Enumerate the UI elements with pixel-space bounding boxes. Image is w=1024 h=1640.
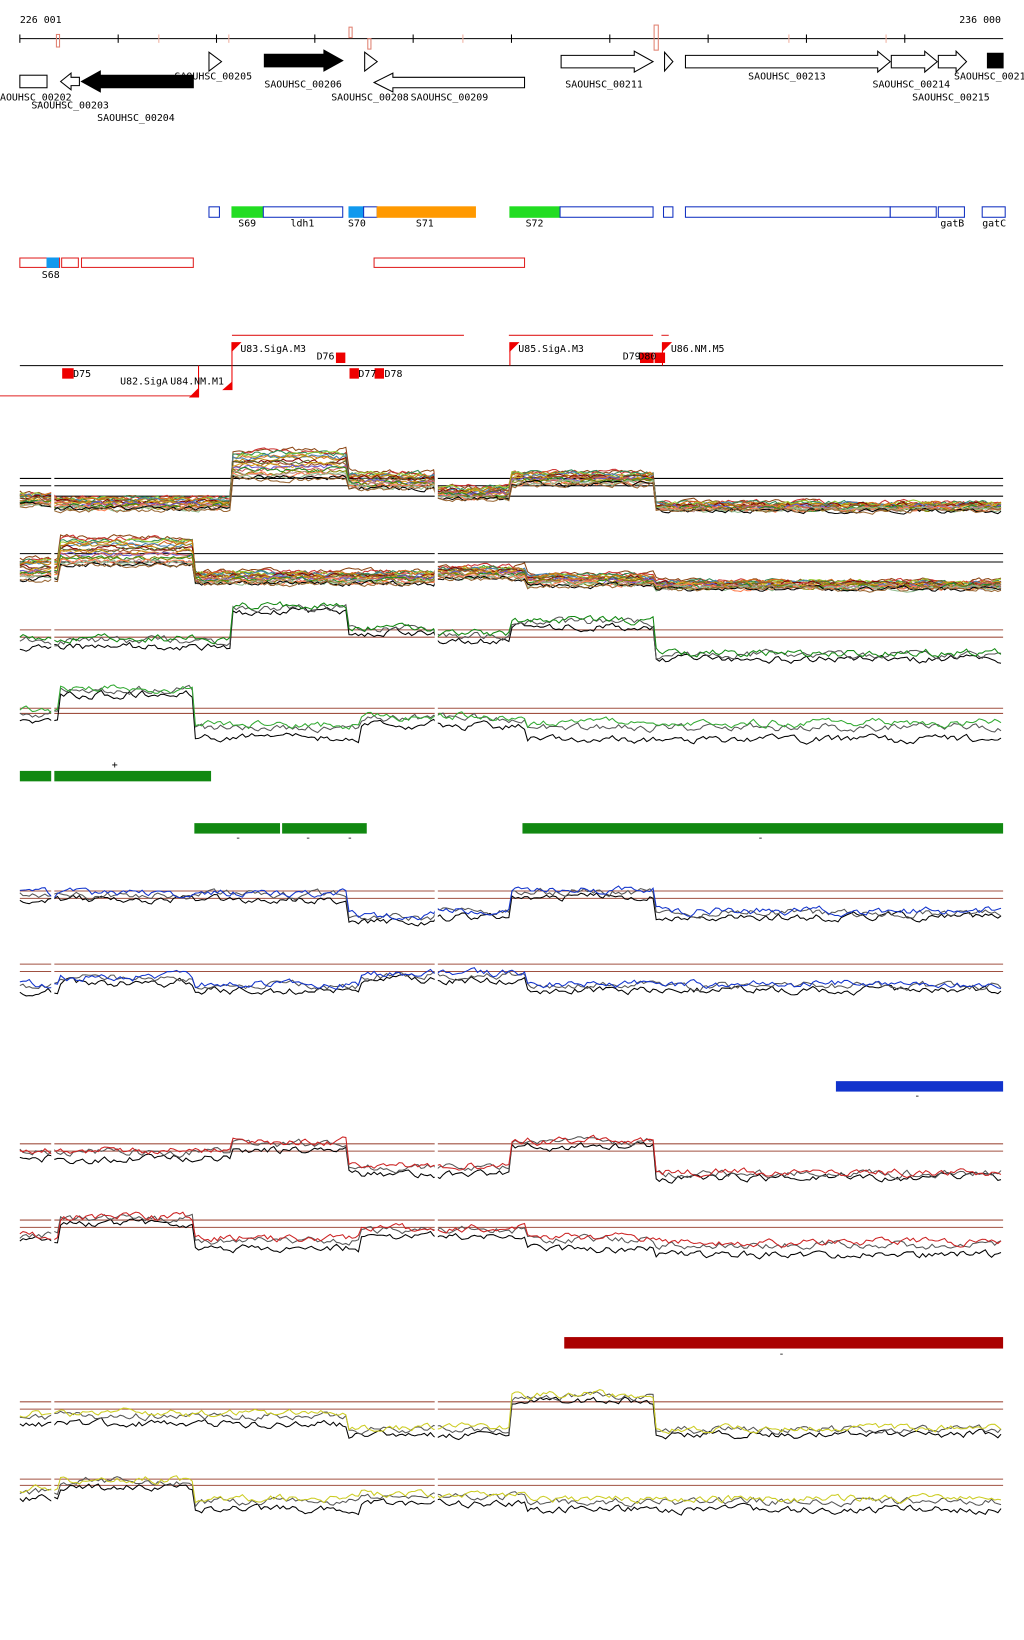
trace — [19, 973, 1002, 997]
promoter-label: D80 — [638, 351, 656, 362]
feature-label: gatB — [940, 219, 964, 230]
feature-label: S71 — [416, 219, 434, 230]
gene-label: SAOUHSC_00215 — [912, 92, 990, 103]
expression-traces — [19, 438, 1004, 1526]
promoter-label: D79 — [623, 351, 641, 362]
trace — [19, 538, 1002, 586]
promoter-label: U86.NM.M5 — [671, 344, 725, 355]
promoter-label: D76 — [317, 351, 335, 362]
gene-label: SAOUHSC_00214 — [872, 80, 950, 91]
ruler — [19, 24, 1004, 51]
promoter-label: U84.NM.M1 — [170, 376, 224, 387]
trace — [19, 562, 1002, 593]
trace — [19, 885, 1002, 921]
gene-shapes — [19, 49, 1004, 93]
feature-label: S70 — [348, 219, 366, 230]
gap — [51, 438, 55, 1526]
strand-label: - — [347, 833, 353, 844]
trace — [19, 887, 1002, 922]
gap — [434, 438, 438, 1526]
trace — [19, 603, 1002, 660]
strand-label: - — [778, 1349, 784, 1360]
strand-label: - — [235, 833, 241, 844]
trace — [19, 1211, 1002, 1248]
promoter-label: D77 — [358, 369, 376, 380]
strand-label: + — [112, 760, 118, 771]
trace — [19, 967, 1002, 991]
promoter-label: U85.SigA.M3 — [518, 344, 584, 355]
trace — [19, 544, 1002, 588]
promoter-label: U82.SigA — [120, 376, 168, 387]
feature-label: S69 — [238, 219, 256, 230]
promoter-label: U83.SigA.M3 — [240, 344, 306, 355]
promoter-label: D75 — [73, 369, 91, 380]
gene-label: SAOUHSC_00211 — [565, 80, 643, 91]
trace — [19, 450, 1002, 508]
ruler-start: 226 001 — [20, 15, 62, 26]
strand-label: - — [305, 833, 311, 844]
gene-label: SAOUHSC_00203 — [31, 101, 109, 112]
trace — [19, 1476, 1002, 1508]
trace — [19, 1389, 1002, 1435]
gene-label: SAOUHSC_00206 — [264, 80, 342, 91]
feature-label: ldh1 — [290, 219, 314, 230]
trace — [19, 455, 1002, 508]
gene-label: SAOUHSC_00213 — [748, 71, 826, 82]
ruler-end: 236 000 — [959, 15, 1001, 26]
trace — [19, 1134, 1002, 1179]
trace — [19, 546, 1002, 588]
feature-label: S68 — [42, 270, 60, 281]
trace — [19, 970, 1002, 992]
gene-label: SAOUHSC_0021 — [954, 71, 1024, 82]
feature-label: gatC — [982, 219, 1006, 230]
trace — [19, 533, 1002, 585]
gene-label: SAOUHSC_00209 — [411, 92, 489, 103]
trace — [19, 548, 1002, 590]
trace — [19, 607, 1002, 664]
gene-label: AOUHSC_00202 — [0, 92, 72, 103]
feature-label: S72 — [526, 219, 544, 230]
trace — [19, 1218, 1002, 1260]
trace — [19, 1483, 1002, 1516]
trace — [19, 601, 1002, 658]
feature-boxes — [19, 206, 1006, 268]
gene-label: SAOUHSC_00204 — [97, 113, 175, 124]
trace — [19, 558, 1002, 593]
promoter-label: D78 — [385, 369, 403, 380]
gene-label: SAOUHSC_00205 — [174, 71, 252, 82]
trace — [19, 684, 1002, 730]
trace — [19, 1141, 1002, 1184]
trace — [19, 1475, 1002, 1504]
trace — [19, 892, 1002, 927]
promoter-track — [0, 334, 1004, 398]
strand-label: - — [914, 1091, 920, 1102]
region-bars — [19, 770, 1004, 1349]
trace — [19, 475, 1002, 515]
strand-label: - — [758, 833, 764, 844]
trace — [19, 684, 1002, 734]
gene-label: SAOUHSC_00208 — [331, 92, 409, 103]
trace — [19, 689, 1002, 745]
trace — [19, 559, 1002, 593]
trace — [19, 557, 1002, 591]
trace — [19, 562, 1002, 592]
